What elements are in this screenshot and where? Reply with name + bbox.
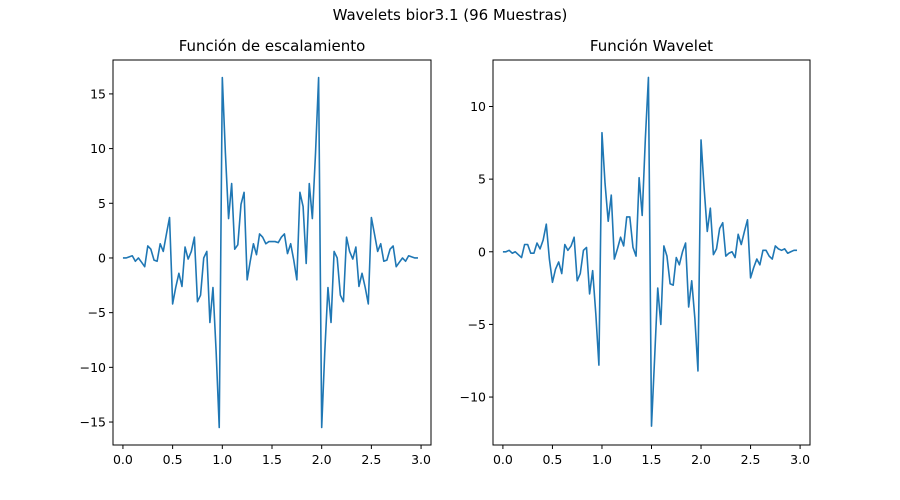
axes-frame-1 bbox=[112, 59, 432, 446]
y-tick-label: 0 bbox=[98, 250, 106, 265]
y-tick-label: 10 bbox=[90, 141, 106, 156]
x-tick-label: 1.5 bbox=[262, 452, 282, 467]
series-line-1-1 bbox=[122, 76, 418, 429]
x-tick-label: 1.0 bbox=[212, 452, 232, 467]
x-tick-label: 3.0 bbox=[411, 452, 431, 467]
x-tick-label: 2.5 bbox=[741, 452, 761, 467]
x-tick-label: 2.5 bbox=[361, 452, 381, 467]
y-tick-label: 0 bbox=[478, 244, 486, 259]
figure-title: Wavelets bior3.1 (96 Muestras) bbox=[332, 6, 568, 24]
x-tick-label: 0.5 bbox=[163, 452, 183, 467]
y-tick-label: −5 bbox=[468, 317, 486, 332]
y-tick-label: 15 bbox=[90, 86, 106, 101]
y-tick-label: −10 bbox=[80, 360, 106, 375]
x-tick-label: 1.5 bbox=[642, 452, 662, 467]
x-tick-label: 1.0 bbox=[592, 452, 612, 467]
y-tick-label: 10 bbox=[470, 99, 486, 114]
y-tick-label: 5 bbox=[478, 172, 486, 187]
x-tick-label: 0.0 bbox=[493, 452, 513, 467]
x-tick-label: 2.0 bbox=[312, 452, 332, 467]
y-tick-label: −15 bbox=[80, 415, 106, 430]
x-tick-label: 3.0 bbox=[790, 452, 810, 467]
x-tick-label: 0.0 bbox=[113, 452, 133, 467]
x-tick-label: 2.0 bbox=[691, 452, 711, 467]
y-tick-label: −10 bbox=[460, 390, 486, 405]
y-tick-label: −5 bbox=[88, 305, 106, 320]
x-tick-label: 0.5 bbox=[542, 452, 562, 467]
series-line-2-1 bbox=[502, 76, 798, 427]
y-tick-label: 5 bbox=[98, 196, 106, 211]
axes-title-1: Función de escalamiento bbox=[179, 37, 366, 55]
axes-title-2: Función Wavelet bbox=[590, 37, 713, 55]
